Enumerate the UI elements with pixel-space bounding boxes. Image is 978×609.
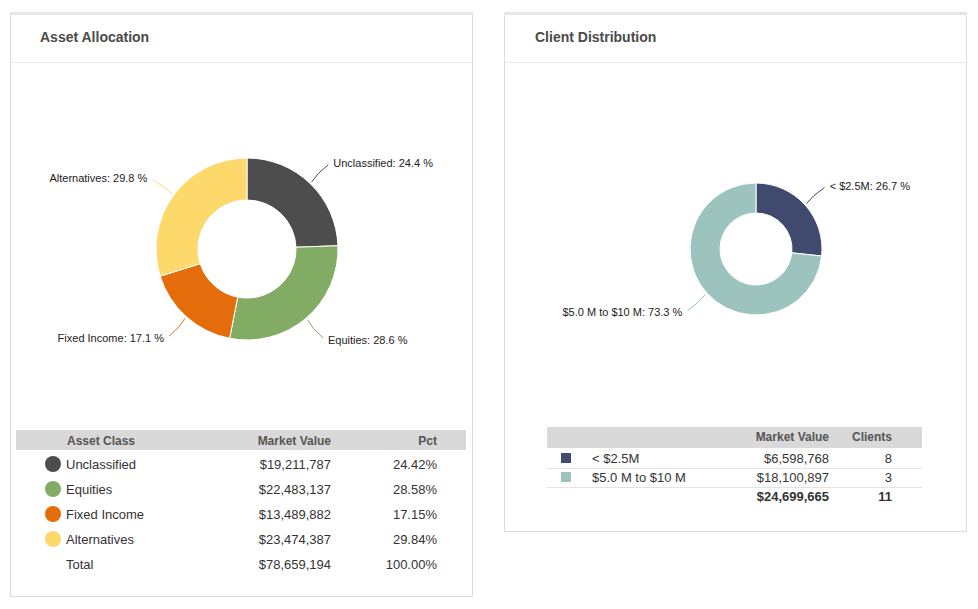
leader-line xyxy=(312,165,329,182)
table-header: Pct xyxy=(418,434,437,448)
table-marker xyxy=(561,453,571,463)
table-header: Market Value xyxy=(258,434,332,448)
table-header-bar xyxy=(16,430,466,450)
panel-top-border xyxy=(10,12,473,15)
panel-header-rule xyxy=(505,62,966,63)
table-total-cell: $24,699,665 xyxy=(757,489,829,504)
slice xyxy=(247,158,338,247)
data-label: Unclassified: 24.4 % xyxy=(333,157,433,169)
panel-title: Client Distribution xyxy=(535,29,656,45)
table-cell: $6,598,768 xyxy=(764,451,829,466)
slice xyxy=(690,183,822,315)
table-marker xyxy=(45,456,61,472)
data-label: $5.0 M to $10 M: 73.3 % xyxy=(562,306,682,318)
table: Asset Class Market Value Pct Unclassified $1… xyxy=(16,430,466,572)
table-total-label: Total xyxy=(66,557,94,572)
table-row-label: Alternatives xyxy=(66,532,134,547)
panel-frame xyxy=(11,13,473,597)
slice xyxy=(230,246,338,340)
leader-line xyxy=(807,188,825,204)
table-cell: 3 xyxy=(885,470,892,485)
data-label: < $2.5M: 26.7 % xyxy=(830,180,911,192)
donut xyxy=(156,158,338,340)
table-marker xyxy=(45,531,61,547)
data-label: Alternatives: 29.8 % xyxy=(49,172,147,184)
data-label: Equities: 28.6 % xyxy=(328,334,408,346)
table-cell: 17.15% xyxy=(393,507,438,522)
panel-title: Asset Allocation xyxy=(40,29,149,45)
table-marker xyxy=(561,472,571,482)
table-cell: $22,483,137 xyxy=(259,482,331,497)
donut xyxy=(690,183,822,315)
table-header: Asset Class xyxy=(67,434,135,448)
table-header-bar xyxy=(547,427,922,448)
table-row-label: Equities xyxy=(66,482,113,497)
table-header: Clients xyxy=(852,430,892,444)
table-cell: $18,100,897 xyxy=(757,470,829,485)
table-total-cell: 11 xyxy=(878,489,892,504)
panel-top-border xyxy=(504,12,967,15)
leader-line xyxy=(307,320,323,338)
table-header: Market Value xyxy=(756,430,830,444)
slice xyxy=(160,264,237,339)
table-cell: 29.84% xyxy=(393,532,438,547)
table-cell: $19,211,787 xyxy=(260,457,331,472)
leader-line xyxy=(169,318,185,336)
table-total-cell: $78,659,194 xyxy=(259,557,331,572)
table-cell: 24.42% xyxy=(393,457,438,472)
panel: Client Distribution < $2.5M: 26.7 % $5.0 M… xyxy=(504,12,967,532)
dashboard: Asset Allocation Unclassified: 24.4 % Equi… xyxy=(0,0,978,609)
table-cell: $23,474,387 xyxy=(259,532,331,547)
table-total-cell: 100.00% xyxy=(386,557,438,572)
leader-line xyxy=(688,294,706,310)
table-row-rule xyxy=(547,487,922,488)
slice xyxy=(156,158,247,276)
table-row-rule xyxy=(547,468,922,469)
table-row-label: $5.0 M to $10 M xyxy=(592,470,686,485)
data-labels: < $2.5M: 26.7 % $5.0 M to $10 M: 73.3 % xyxy=(562,180,910,319)
table-marker xyxy=(45,506,61,522)
panel-frame xyxy=(505,13,967,532)
table-row-label: Fixed Income xyxy=(66,507,144,522)
data-labels: Unclassified: 24.4 % Equities: 28.6 % Fixe… xyxy=(49,157,433,347)
panel-header-rule xyxy=(11,62,472,63)
table-marker xyxy=(45,481,61,497)
leader-line xyxy=(153,180,172,194)
table-cell: $13,489,882 xyxy=(259,507,331,522)
slice xyxy=(756,183,822,256)
panel: Asset Allocation Unclassified: 24.4 % Equi… xyxy=(10,12,473,597)
table-cell: 8 xyxy=(885,451,892,466)
data-label: Fixed Income: 17.1 % xyxy=(58,332,165,344)
table: Market Value Clients < $2.5M $6,598,768 8 $5.… xyxy=(547,427,922,504)
table-cell: 28.58% xyxy=(393,482,438,497)
table-row-label: Unclassified xyxy=(66,457,136,472)
table-row-label: < $2.5M xyxy=(592,451,639,466)
